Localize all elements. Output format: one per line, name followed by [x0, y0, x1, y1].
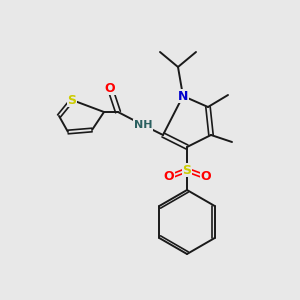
Text: NH: NH [134, 120, 152, 130]
Text: O: O [201, 170, 211, 184]
Text: O: O [164, 170, 174, 184]
Text: N: N [178, 89, 188, 103]
Text: O: O [105, 82, 115, 94]
Text: S: S [68, 94, 76, 106]
Text: S: S [182, 164, 191, 176]
